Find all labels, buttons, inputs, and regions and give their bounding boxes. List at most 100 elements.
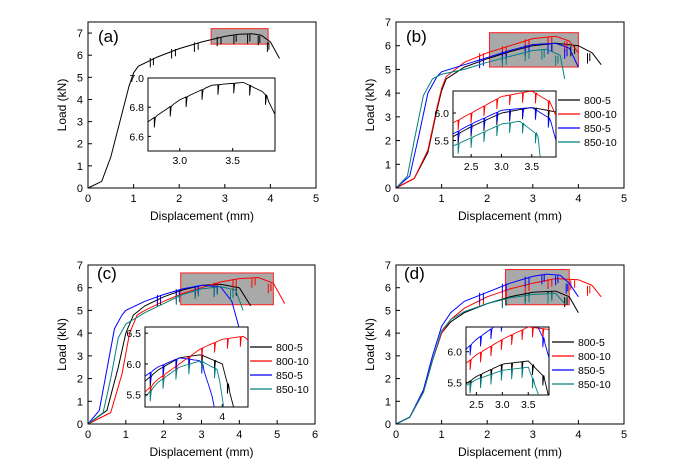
y-tick-label: 6 xyxy=(385,283,391,295)
inset-x-tick-label: 3.5 xyxy=(524,161,539,173)
inset-curves xyxy=(145,335,248,407)
y-tick-label: 1 xyxy=(77,161,83,173)
y-axis-label: Load (kN) xyxy=(363,79,377,132)
inset-x-tick-label: 3 xyxy=(176,411,182,423)
inset-curves xyxy=(453,91,556,157)
y-axis-label: Load (kN) xyxy=(55,318,69,371)
inset-curve-850-5 xyxy=(453,107,556,142)
inset-curve-main xyxy=(148,81,275,128)
panel-d: 0 1 2 3 4 5 0 1 2 3 4 5 6 7 Displacement (mm) Load (kN)… xyxy=(363,260,627,459)
inset-x-tick-label: 3.5 xyxy=(521,399,536,411)
y-tick-label: 6 xyxy=(385,41,391,53)
inset-curve-850-5 xyxy=(466,327,549,359)
y-tick-label: 3 xyxy=(385,112,391,124)
inset-y-tick-label: 5.5 xyxy=(126,390,141,402)
y-tick-label: 2 xyxy=(385,136,391,148)
inset-x-tick-label: 2.5 xyxy=(464,161,479,173)
legend-entry: 850-5 xyxy=(276,370,303,382)
inset-frame xyxy=(452,90,557,158)
inset-y-tick-label: 5.5 xyxy=(447,378,462,390)
y-tick-label: 4 xyxy=(385,88,391,100)
inset-curve-850-5 xyxy=(145,357,215,407)
y-tick-label: 4 xyxy=(385,328,391,340)
y-tick-label: 0 xyxy=(385,419,391,431)
panel-tag: (c) xyxy=(97,264,117,283)
y-tick-label: 0 xyxy=(77,419,83,431)
y-tick-label: 6 xyxy=(77,50,83,62)
inset-curve-800-10 xyxy=(453,91,556,131)
x-tick-label: 0 xyxy=(393,429,399,441)
inset-plot: 2.5 3.0 3.5 5.5 6.0 xyxy=(447,326,550,411)
inset-x-tick-label: 2.5 xyxy=(469,399,484,411)
x-tick-label: 2 xyxy=(484,193,490,205)
inset-x-tick-label: 3.0 xyxy=(495,399,510,411)
inset-y-tick-label: 6.0 xyxy=(434,108,449,120)
inset-curve-800-10 xyxy=(466,327,549,371)
x-axis-label: Displacement (mm) xyxy=(458,445,562,459)
x-tick-label: 4 xyxy=(575,193,581,205)
x-tick-label: 5 xyxy=(274,429,280,441)
y-axis-label: Load (kN) xyxy=(363,318,377,371)
x-tick-label: 5 xyxy=(621,193,627,205)
plot-frame xyxy=(395,264,625,425)
x-tick-label: 5 xyxy=(621,429,627,441)
legend: 800-5 800-10 850-5 850-10 xyxy=(558,95,617,149)
y-tick-label: 2 xyxy=(77,374,83,386)
legend-entry: 800-5 xyxy=(276,342,303,354)
curve-850-10 xyxy=(395,292,566,425)
curve-850-5 xyxy=(395,273,579,425)
inset-y-tick-label: 5.5 xyxy=(434,136,449,148)
x-tick-label: 1 xyxy=(131,193,137,205)
y-tick-label: 7 xyxy=(77,260,83,272)
inset-y-tick-label: 6.6 xyxy=(129,131,144,143)
legend-entry: 850-5 xyxy=(584,123,611,135)
inset-y-tick-label: 6.8 xyxy=(129,102,144,114)
inset-curves xyxy=(148,81,275,128)
legend-entry: 850-10 xyxy=(578,379,611,391)
y-tick-label: 5 xyxy=(385,64,391,76)
inset-curve-850-10 xyxy=(453,121,541,157)
curve-850-5 xyxy=(395,42,579,189)
x-tick-label: 3 xyxy=(530,429,536,441)
x-tick-label: 1 xyxy=(439,429,445,441)
y-tick-label: 1 xyxy=(77,396,83,408)
y-axis-label: Load (kN) xyxy=(55,79,69,132)
inset-plot: 3.0 3.5 6.6 6.8 7.0 xyxy=(129,73,276,167)
x-tick-label: 2 xyxy=(176,193,182,205)
x-tick-label: 4 xyxy=(236,429,242,441)
x-tick-label: 3 xyxy=(530,193,536,205)
y-tick-label: 5 xyxy=(77,72,83,84)
y-tick-label: 4 xyxy=(77,328,83,340)
panel-a: 0 1 2 3 4 5 0 1 2 3 4 5 6 7 Displacement (mm) Load (kN)… xyxy=(55,21,319,223)
legend-entry: 800-5 xyxy=(584,95,611,107)
legend-entry: 800-10 xyxy=(276,356,309,368)
inset-curves xyxy=(466,327,549,395)
x-tick-label: 1 xyxy=(123,429,129,441)
y-tick-label: 3 xyxy=(385,351,391,363)
inset-x-tick-label: 3.5 xyxy=(225,155,240,167)
x-tick-label: 4 xyxy=(575,429,581,441)
x-tick-label: 5 xyxy=(313,193,319,205)
y-tick-label: 2 xyxy=(385,374,391,386)
y-tick-label: 6 xyxy=(77,283,83,295)
x-tick-label: 0 xyxy=(85,429,91,441)
inset-x-tick-label: 3.0 xyxy=(172,155,187,167)
inset-frame xyxy=(147,77,276,152)
legend-entry: 800-10 xyxy=(578,351,611,363)
zoom-region-box xyxy=(210,28,269,45)
y-tick-label: 1 xyxy=(385,159,391,171)
x-tick-label: 0 xyxy=(85,193,91,205)
y-tick-label: 3 xyxy=(77,117,83,129)
y-tick-label: 5 xyxy=(385,305,391,317)
plot-frame xyxy=(395,21,625,189)
inset-curve-850-10 xyxy=(145,360,225,407)
legend-entry: 800-10 xyxy=(584,109,617,121)
curve-850-10 xyxy=(87,286,244,425)
legend-entry: 850-10 xyxy=(584,137,617,149)
y-tick-label: 3 xyxy=(77,351,83,363)
x-tick-label: 2 xyxy=(484,429,490,441)
panel-tag: (a) xyxy=(98,27,119,46)
y-tick-label: 0 xyxy=(77,183,83,195)
inset-x-tick-label: 3.0 xyxy=(494,161,509,173)
